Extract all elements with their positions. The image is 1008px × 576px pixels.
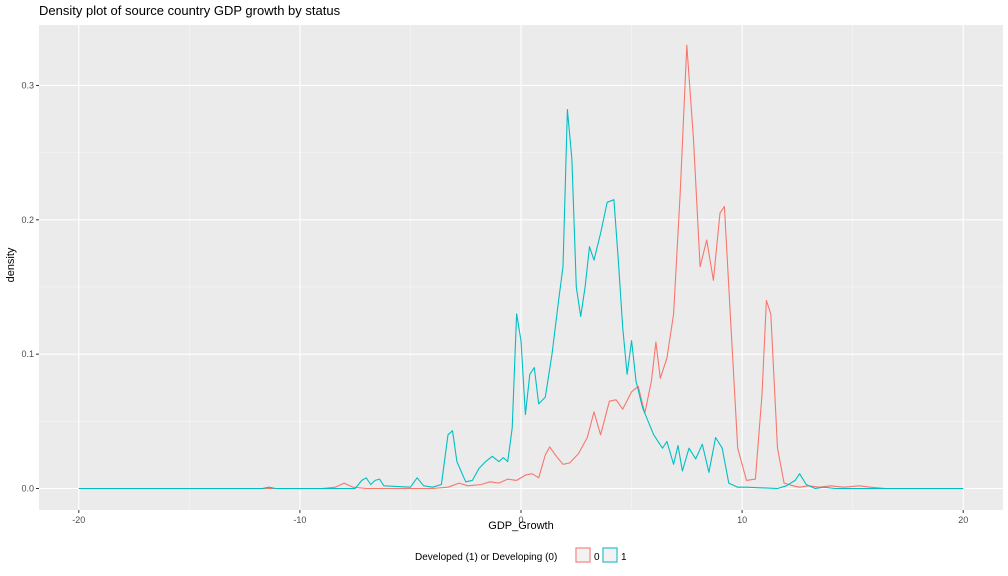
legend-key-bg	[602, 547, 618, 563]
legend-key-bg	[575, 547, 591, 563]
x-axis-title: GDP_Growth	[488, 520, 553, 532]
series-lines	[78, 44, 964, 490]
x-tick-label: -20	[72, 515, 85, 525]
legend-key-0	[575, 547, 591, 563]
y-axis-title: density	[5, 247, 17, 282]
x-tick-label: 20	[958, 515, 968, 525]
legend-key-1	[602, 547, 618, 563]
legend-label-0: 0	[594, 552, 600, 563]
major-gridlines	[39, 25, 1003, 510]
y-tick-label: 0.3	[21, 80, 34, 90]
y-axis: 0.0 0.1 0.2 0.3	[21, 80, 39, 494]
legend-label-1: 1	[621, 552, 627, 563]
y-tick-label: 0.2	[21, 215, 34, 225]
y-tick-label: 0.0	[21, 484, 34, 494]
y-tick-label: 0.1	[21, 349, 34, 359]
x-tick-label: -10	[293, 515, 306, 525]
x-axis: -20 -10 0 10 20	[72, 510, 968, 525]
legend-title: Developed (1) or Developing (0)	[415, 552, 557, 563]
series-line-1	[78, 109, 964, 490]
x-tick-label: 10	[737, 515, 747, 525]
x-tick-label: 0	[518, 515, 523, 525]
chart-title: Density plot of source country GDP growt…	[39, 3, 341, 18]
